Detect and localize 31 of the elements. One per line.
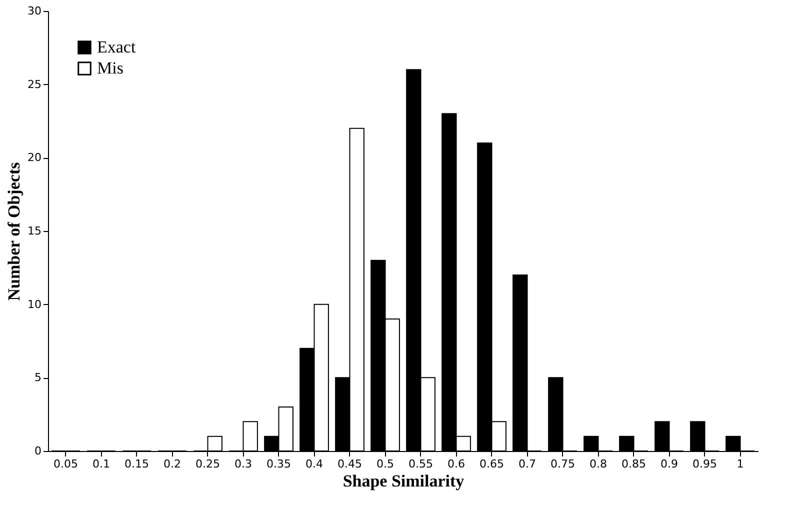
x-tick-label: 0.45	[338, 458, 362, 470]
x-tick-label: 0.9	[660, 458, 678, 470]
x-tick-label: 0.25	[196, 458, 220, 470]
y-tick-label: 20	[28, 151, 42, 164]
x-tick-label: 0.4	[306, 458, 323, 470]
y-tick-label: 30	[28, 4, 42, 18]
legend-label: Exact	[97, 38, 136, 56]
y-tick-label: 0	[34, 444, 42, 458]
x-tick-label: 0.75	[550, 458, 575, 470]
x-tick-label: 0.3	[234, 458, 252, 470]
x-tick-label: 0.65	[480, 458, 504, 470]
x-tick-label: 0.5	[376, 458, 394, 470]
x-tick-label: 0.7	[518, 458, 536, 470]
x-tick-label: 0.2	[164, 458, 181, 470]
y-tick-label: 10	[28, 298, 42, 311]
x-tick-label: 0.6	[448, 458, 465, 470]
x-tick-label: 0.35	[266, 458, 291, 470]
x-axis-title: Shape Similarity	[342, 472, 465, 490]
x-tick-label: 0.85	[622, 458, 646, 470]
x-tick-label: 1	[736, 458, 744, 470]
y-tick-label: 15	[28, 224, 42, 238]
y-tick-label: 25	[28, 78, 42, 91]
x-tick-label: 0.15	[124, 458, 149, 470]
x-tick-label: 0.8	[590, 458, 607, 470]
y-tick-label: 5	[34, 371, 42, 384]
x-tick-label: 0.95	[692, 458, 717, 470]
y-axis-title: Number of Objects	[4, 162, 24, 301]
x-tick-label: 0.05	[54, 458, 78, 470]
x-tick-label: 0.1	[92, 458, 110, 470]
legend-label: Mis	[97, 58, 124, 78]
x-tick-label: 0.55	[408, 458, 433, 470]
